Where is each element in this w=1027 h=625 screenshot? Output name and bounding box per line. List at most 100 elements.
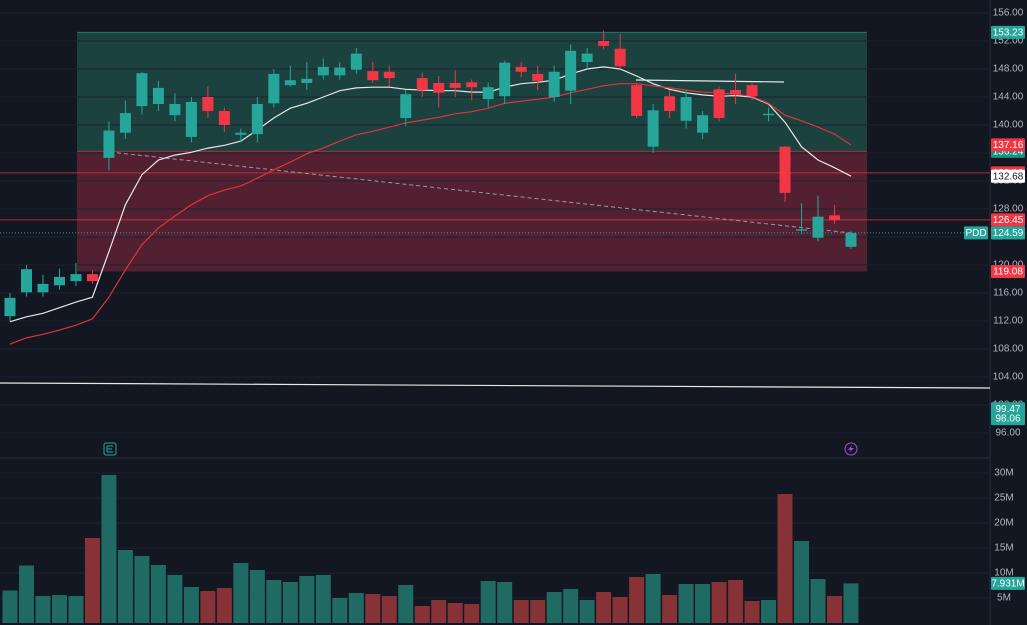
zones bbox=[0, 31, 990, 272]
candle-body bbox=[548, 71, 560, 97]
y-tick-label: 128.00 bbox=[993, 204, 1024, 215]
volume-bar bbox=[101, 475, 117, 623]
volume-bar bbox=[810, 579, 826, 623]
y-tick-label: 144.00 bbox=[993, 92, 1024, 103]
drawn-line bbox=[0, 382, 991, 389]
volume-bar bbox=[282, 582, 298, 623]
volume-tick-label: 20M bbox=[994, 518, 1013, 529]
candle-body bbox=[53, 276, 65, 286]
y-tick-label: 108.00 bbox=[993, 344, 1024, 355]
candle-body bbox=[565, 50, 577, 91]
candle-body bbox=[20, 269, 32, 293]
volume-bar bbox=[332, 598, 348, 623]
candle-body bbox=[251, 104, 263, 135]
volume-bar bbox=[777, 494, 793, 623]
candle-body bbox=[812, 216, 824, 238]
volume-bar bbox=[530, 600, 546, 623]
moving-average bbox=[9, 66, 852, 323]
volume-bar bbox=[200, 591, 216, 623]
volume-tick-label: 5M bbox=[997, 593, 1011, 604]
candle-body bbox=[317, 66, 329, 76]
candle-body bbox=[647, 110, 659, 147]
volume-bar bbox=[431, 600, 447, 623]
volume-bar bbox=[744, 601, 760, 623]
candle-body bbox=[185, 101, 197, 137]
candle-body bbox=[4, 297, 16, 317]
volume-tick-label: 30M bbox=[994, 468, 1013, 479]
volume-bar bbox=[51, 595, 67, 623]
candle-body bbox=[779, 146, 791, 193]
candle-body bbox=[680, 97, 692, 121]
candle-body bbox=[301, 78, 313, 83]
y-tick-label: 104.00 bbox=[993, 372, 1024, 383]
volume-tick-label: 15M bbox=[994, 543, 1013, 554]
volume-bar bbox=[365, 594, 381, 623]
candle-body bbox=[433, 83, 445, 93]
candle-body bbox=[829, 215, 840, 221]
plot bbox=[2, 30, 859, 623]
candle-body bbox=[845, 232, 857, 247]
candle-body bbox=[499, 62, 511, 97]
volume-bar bbox=[596, 592, 612, 623]
price-tag bbox=[991, 412, 1025, 426]
price-tag bbox=[991, 226, 1025, 240]
volume-bar bbox=[249, 570, 265, 623]
moving-average bbox=[9, 83, 852, 345]
price-tag-label: 124.59 bbox=[993, 228, 1024, 239]
candle-body bbox=[268, 73, 280, 104]
volume-bar bbox=[68, 596, 84, 623]
volume-bar bbox=[266, 580, 282, 623]
volume-bar bbox=[761, 600, 777, 623]
volume-bar bbox=[662, 595, 678, 623]
candle-body bbox=[598, 41, 610, 46]
candle-body bbox=[466, 82, 478, 88]
volume-bar bbox=[579, 600, 595, 623]
y-tick-label: 116.00 bbox=[993, 288, 1023, 299]
price-tag-label: 126.45 bbox=[993, 215, 1024, 226]
y-tick-label: 96.00 bbox=[995, 428, 1020, 439]
volume-bar bbox=[645, 574, 661, 623]
candle-body bbox=[169, 104, 181, 116]
price-tag bbox=[991, 576, 1025, 590]
volume-bar bbox=[233, 563, 249, 623]
volume-bar bbox=[183, 587, 199, 623]
price-tag-label: 7.931M bbox=[991, 578, 1024, 589]
candle-body bbox=[334, 67, 346, 76]
candle-body bbox=[37, 283, 49, 293]
volume-bar bbox=[513, 600, 529, 623]
candle-body bbox=[515, 66, 527, 72]
candle-body bbox=[350, 53, 362, 70]
volume-bar bbox=[216, 588, 232, 623]
y-tick-label: 140.00 bbox=[993, 120, 1024, 131]
volume-bar bbox=[150, 565, 166, 623]
volume-bar bbox=[546, 592, 562, 623]
volume-bar bbox=[315, 575, 331, 623]
volume-bar bbox=[167, 575, 183, 623]
volume-bar bbox=[695, 584, 711, 623]
volume-tick-label: 10M bbox=[994, 568, 1013, 579]
volume-bar bbox=[381, 596, 397, 623]
volume-bar bbox=[827, 596, 842, 623]
symbol-label: PDD bbox=[965, 228, 986, 239]
trend-line bbox=[109, 151, 852, 234]
volume-bar bbox=[711, 582, 727, 623]
candle-body bbox=[86, 274, 98, 282]
volume-bar bbox=[480, 581, 496, 623]
volume-bar bbox=[728, 580, 744, 623]
candle-body bbox=[631, 85, 643, 116]
volume-bar bbox=[464, 604, 480, 623]
candle-body bbox=[400, 94, 412, 118]
price-axis: 96.00100.00104.00108.00112.00116.00120.0… bbox=[964, 8, 1025, 604]
volume-tick-label: 25M bbox=[994, 493, 1013, 504]
volume-bar bbox=[843, 583, 859, 623]
candle-body bbox=[284, 80, 296, 86]
candle-body bbox=[416, 78, 428, 90]
candle-body bbox=[482, 87, 494, 100]
y-tick-label: 148.00 bbox=[993, 64, 1024, 75]
price-tag bbox=[991, 25, 1025, 39]
price-tag-label: 136.24 bbox=[993, 146, 1024, 157]
volume-bar bbox=[447, 603, 463, 623]
volume-bar bbox=[35, 596, 51, 623]
price-tag-label: 137.16 bbox=[993, 140, 1024, 151]
